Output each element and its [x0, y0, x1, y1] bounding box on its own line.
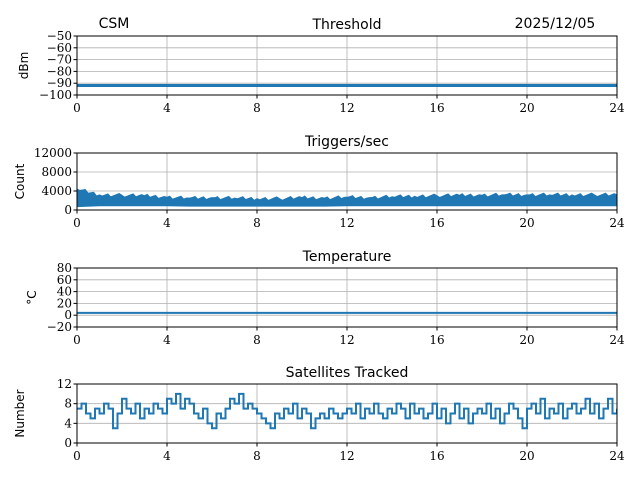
subplot-title: Threshold [312, 17, 382, 33]
x-tick-label: 12 [339, 101, 354, 115]
y-axis-label: Count [13, 163, 27, 199]
y-axis-label: dBm [17, 52, 31, 80]
y-tick-label: 12000 [34, 146, 72, 160]
x-tick-label: 20 [519, 449, 534, 463]
subplot-satellites-tracked: 0 4 8 12 16 20 24 0 4 8 12 Satellites Tracked Number [13, 365, 625, 463]
x-tick-label: 16 [429, 449, 444, 463]
x-tick-label: 16 [429, 333, 444, 347]
y-axis-label: °C [25, 290, 39, 304]
y-tick-label: −20 [47, 320, 72, 334]
triggers-area [77, 188, 617, 208]
x-tick-label: 4 [163, 216, 171, 230]
x-tick-label: 4 [163, 449, 171, 463]
x-tick-label: 4 [163, 101, 171, 115]
x-tick-label: 4 [163, 333, 171, 347]
y-tick-label: 0 [64, 436, 72, 450]
y-tick-label: 80 [57, 261, 72, 275]
x-tick-label: 20 [519, 101, 534, 115]
subplot-title: Satellites Tracked [286, 365, 409, 381]
y-axis-label: Number [13, 389, 27, 437]
x-tick-label: 12 [339, 449, 354, 463]
x-tick-label: 20 [519, 216, 534, 230]
y-tick-label: −70 [47, 53, 72, 67]
x-tick-label: 0 [73, 449, 81, 463]
x-tick-label: 0 [73, 101, 81, 115]
x-tick-label: 0 [73, 333, 81, 347]
x-tick-label: 24 [609, 333, 625, 347]
x-tick-label: 8 [253, 101, 261, 115]
y-tick-label: −90 [47, 76, 72, 90]
subplot-title: Temperature [302, 249, 392, 265]
y-tick-label: 12 [57, 377, 72, 391]
y-tick-label: −60 [47, 41, 72, 55]
x-tick-label: 8 [253, 449, 261, 463]
x-tick-label: 16 [429, 101, 444, 115]
x-tick-label: 16 [429, 216, 444, 230]
x-tick-label: 24 [609, 216, 625, 230]
y-tick-label: 20 [57, 296, 72, 310]
y-tick-label: 4000 [41, 184, 72, 198]
subplot-threshold: 0 4 8 12 16 20 24 −100−90−80−70−60−50 Threshold d… [17, 17, 625, 115]
x-tick-label: 8 [253, 333, 261, 347]
y-tick-label: 0 [64, 308, 72, 322]
y-tick-label: 40 [57, 285, 72, 299]
y-tick-label: 8000 [41, 165, 72, 179]
x-tick-label: 8 [253, 216, 261, 230]
subplot-title: Triggers/sec [304, 134, 389, 150]
y-tick-label: −100 [39, 88, 72, 102]
header-date: 2025/12/05 [515, 16, 596, 32]
x-tick-label: 12 [339, 333, 354, 347]
header-left: CSM [99, 16, 130, 32]
x-tick-label: 24 [609, 101, 625, 115]
y-tick-label: −80 [47, 64, 72, 78]
x-tick-label: 0 [73, 216, 81, 230]
x-tick-label: 20 [519, 333, 534, 347]
y-tick-label: 4 [64, 416, 72, 430]
x-tick-label: 24 [609, 449, 625, 463]
y-tick-label: −50 [47, 29, 72, 43]
y-tick-label: 60 [57, 273, 72, 287]
x-tick-label: 12 [339, 216, 354, 230]
subplot-triggers-sec: 0 4 8 12 16 20 24 0 4000 8000 12000 Triggers/sec Cou… [13, 134, 625, 230]
y-tick-label: 0 [64, 203, 72, 217]
satellites-line [77, 392, 617, 430]
y-tick-label: 8 [64, 397, 72, 411]
